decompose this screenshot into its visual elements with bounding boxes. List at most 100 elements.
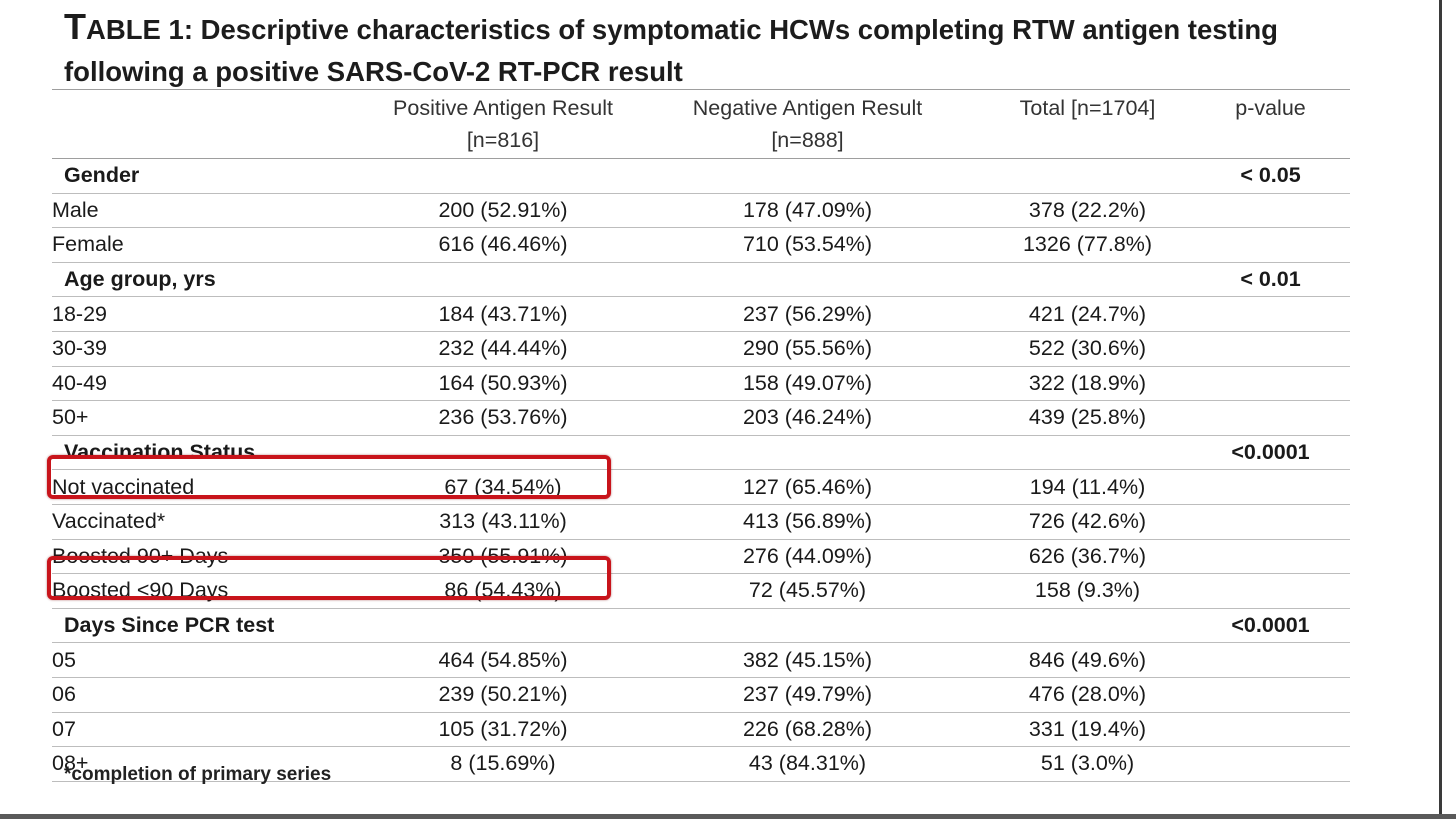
empty-cell <box>1191 539 1350 575</box>
negative-value: 72 (45.57%) <box>631 573 984 609</box>
table-row: 30-39 232 (44.44%) 290 (55.56%) 522 (30.6%) <box>52 331 1350 367</box>
empty-cell <box>1191 366 1350 402</box>
row-label: Male <box>52 193 375 229</box>
empty-cell <box>984 608 1191 644</box>
empty-cell <box>984 158 1191 194</box>
row-label: 06 <box>52 677 375 713</box>
row-label: 40-49 <box>52 366 375 402</box>
row-label: 08+ <box>52 746 375 782</box>
empty-cell <box>375 608 631 644</box>
negative-value: 237 (56.29%) <box>631 296 984 332</box>
empty-cell <box>375 262 631 298</box>
total-value: 322 (18.9%) <box>984 366 1191 402</box>
row-label: 07 <box>52 712 375 748</box>
characteristics-table: Positive Antigen Result [n=816] Negative … <box>52 89 1350 782</box>
group-label: Days Since PCR test <box>52 608 375 644</box>
table-row: 08+ 8 (15.69%) 43 (84.31%) 51 (3.0%) <box>52 746 1350 782</box>
highlight-box-not-vaccinated <box>47 455 611 499</box>
table-row: 40-49 164 (50.93%) 158 (49.07%) 322 (18.9%) <box>52 366 1350 402</box>
negative-value: 710 (53.54%) <box>631 227 984 263</box>
positive-value: 236 (53.76%) <box>375 400 631 436</box>
total-value: 522 (30.6%) <box>984 331 1191 367</box>
header-positive: Positive Antigen Result [n=816] <box>375 89 631 159</box>
table-row: Vaccinated* 313 (43.11%) 413 (56.89%) 726 (… <box>52 504 1350 540</box>
empty-cell <box>631 435 984 471</box>
table-row: Male 200 (52.91%) 178 (47.09%) 378 (22.2%) <box>52 193 1350 229</box>
empty-cell <box>1191 469 1350 505</box>
total-value: 476 (28.0%) <box>984 677 1191 713</box>
negative-value: 203 (46.24%) <box>631 400 984 436</box>
header-empty <box>52 89 375 159</box>
positive-value: 67 (34.54%) <box>375 469 631 505</box>
table-row: Not vaccinated 67 (34.54%) 127 (65.46%) 194… <box>52 469 1350 505</box>
negative-value: 158 (49.07%) <box>631 366 984 402</box>
negative-value: 237 (49.79%) <box>631 677 984 713</box>
empty-cell <box>1191 642 1350 678</box>
table-row: 06 239 (50.21%) 237 (49.79%) 476 (28.0%) <box>52 677 1350 713</box>
header-total: Total [n=1704] <box>984 89 1191 159</box>
table-row: 18-29 184 (43.71%) 237 (56.29%) 421 (24.7%) <box>52 296 1350 332</box>
table-row: 07 105 (31.72%) 226 (68.28%) 331 (19.4%) <box>52 712 1350 748</box>
empty-cell <box>375 158 631 194</box>
footnote: *completion of primary series <box>64 764 332 785</box>
group-header-row: Gender < 0.05 <box>52 158 1350 194</box>
empty-cell <box>1191 331 1350 367</box>
title-prefix: ABLE <box>86 14 161 45</box>
group-pvalue: < 0.05 <box>1191 158 1350 194</box>
total-value: 378 (22.2%) <box>984 193 1191 229</box>
positive-value: 464 (54.85%) <box>375 642 631 678</box>
total-value: 726 (42.6%) <box>984 504 1191 540</box>
negative-value: 127 (65.46%) <box>631 469 984 505</box>
negative-value: 226 (68.28%) <box>631 712 984 748</box>
positive-value: 616 (46.46%) <box>375 227 631 263</box>
header-pvalue: p-value <box>1191 89 1350 159</box>
positive-value: 200 (52.91%) <box>375 193 631 229</box>
empty-cell <box>984 435 1191 471</box>
page-edge-right <box>1439 0 1442 819</box>
title-number: 1 <box>168 14 184 45</box>
total-value: 421 (24.7%) <box>984 296 1191 332</box>
row-label: Vaccinated* <box>52 504 375 540</box>
table-row: Female 616 (46.46%) 710 (53.54%) 1326 (77.8… <box>52 227 1350 263</box>
positive-value: 8 (15.69%) <box>375 746 631 782</box>
empty-cell <box>1191 504 1350 540</box>
empty-cell <box>1191 573 1350 609</box>
table-row: 50+ 236 (53.76%) 203 (46.24%) 439 (25.8%) <box>52 400 1350 436</box>
group-header-row: Days Since PCR test <0.0001 <box>52 608 1350 644</box>
total-value: 158 (9.3%) <box>984 573 1191 609</box>
group-pvalue: < 0.01 <box>1191 262 1350 298</box>
group-pvalue: <0.0001 <box>1191 435 1350 471</box>
group-label: Gender <box>52 158 375 194</box>
group-header-row: Vaccination Status <0.0001 <box>52 435 1350 471</box>
row-label: 30-39 <box>52 331 375 367</box>
table-body: Gender < 0.05 Male 200 (52.91%) 178 (47.09%)… <box>52 158 1350 782</box>
positive-value: 184 (43.71%) <box>375 296 631 332</box>
empty-cell <box>1191 677 1350 713</box>
empty-cell <box>984 262 1191 298</box>
empty-cell <box>1191 400 1350 436</box>
group-label: Vaccination Status <box>52 435 375 471</box>
group-pvalue: <0.0001 <box>1191 608 1350 644</box>
row-label: Female <box>52 227 375 263</box>
empty-cell <box>631 262 984 298</box>
header-negative: Negative Antigen Result [n=888] <box>631 89 984 159</box>
empty-cell <box>1191 746 1350 782</box>
positive-value: 313 (43.11%) <box>375 504 631 540</box>
row-label: 05 <box>52 642 375 678</box>
row-label: 50+ <box>52 400 375 436</box>
empty-cell <box>1191 193 1350 229</box>
total-value: 331 (19.4%) <box>984 712 1191 748</box>
positive-value: 232 (44.44%) <box>375 331 631 367</box>
page-edge-bottom <box>0 814 1456 819</box>
row-label: 18-29 <box>52 296 375 332</box>
empty-cell <box>1191 712 1350 748</box>
row-label: Not vaccinated <box>52 469 375 505</box>
empty-cell <box>375 435 631 471</box>
empty-cell <box>1191 296 1350 332</box>
group-label: Age group, yrs <box>52 262 375 298</box>
negative-value: 413 (56.89%) <box>631 504 984 540</box>
highlight-box-boosted-lt90 <box>47 556 611 600</box>
positive-value: 239 (50.21%) <box>375 677 631 713</box>
group-header-row: Age group, yrs < 0.01 <box>52 262 1350 298</box>
